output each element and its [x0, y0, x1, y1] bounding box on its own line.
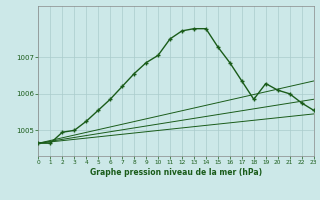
X-axis label: Graphe pression niveau de la mer (hPa): Graphe pression niveau de la mer (hPa) — [90, 168, 262, 177]
